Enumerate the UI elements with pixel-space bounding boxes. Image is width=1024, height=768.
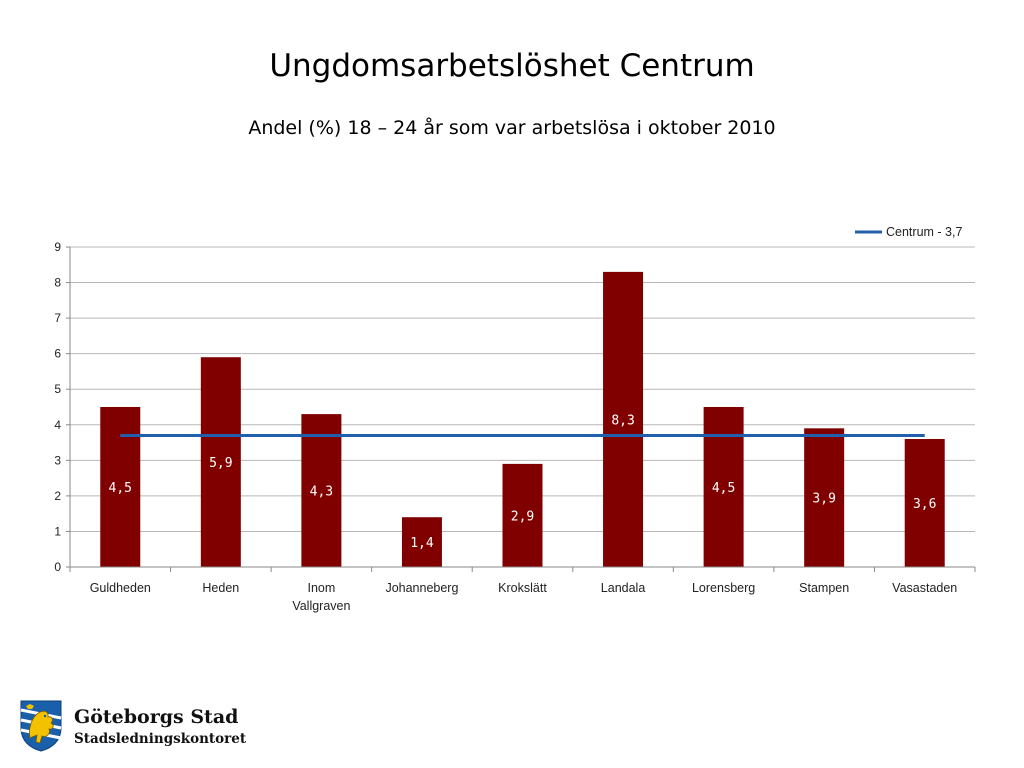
x-tick-label: Heden [202,581,239,595]
x-tick-label: Lorensberg [692,581,755,595]
y-tick-label: 8 [54,276,61,290]
x-tick-label: Inom [307,581,335,595]
x-tick-label: Vasastaden [892,581,957,595]
bar [904,439,945,567]
y-tick-label: 1 [54,524,61,538]
bar [703,407,744,567]
x-tick-label: Vallgraven [292,599,350,613]
data-label: 2,9 [511,509,534,524]
data-label: 1,4 [410,536,434,551]
bar [502,463,543,567]
y-tick-label: 9 [54,240,61,254]
axes: 0 1 2 3 4 5 6 7 8 9 Guldheden Heden Inom Vallgraven Jo… [54,240,976,613]
y-tick-label: 3 [54,453,61,467]
y-tick-label: 7 [54,311,61,325]
data-labels: 4,5 5,9 4,3 1,4 2,9 8,3 4,5 3,9 3,6 [109,413,937,551]
x-tick-label: Krokslätt [498,581,547,595]
legend-label: Centrum - 3,7 [886,225,962,239]
bar [100,407,141,567]
x-tick-label: Johanneberg [385,581,458,595]
legend: Centrum - 3,7 [855,225,962,239]
bar [401,517,442,567]
y-tick-label: 6 [54,347,61,361]
y-tick-label: 2 [54,489,61,503]
slide-title: Ungdomsarbetslöshet Centrum [269,48,755,84]
bar [200,357,241,567]
y-tick-label: 0 [54,560,61,574]
logo-department: Stadsledningskontoret [74,731,247,747]
bar [804,428,845,567]
data-label: 8,3 [611,413,634,428]
data-label: 5,9 [209,456,232,471]
data-label: 4,5 [109,481,132,496]
slide-subtitle: Andel (%) 18 – 24 år som var arbetslösa … [248,117,776,139]
bar [301,414,342,567]
data-label: 3,6 [913,497,936,512]
y-tick-label: 5 [54,382,61,396]
city-crest-icon [20,700,62,752]
data-label: 4,3 [310,485,333,500]
bar [603,271,644,567]
data-label: 4,5 [712,481,735,496]
goteborgs-stad-logo: Göteborgs Stad Stadsledningskontoret [18,698,278,754]
logo-name: Göteborgs Stad [74,706,239,728]
y-tick-label: 4 [54,418,61,432]
data-label: 3,9 [812,492,835,507]
bars [100,271,945,567]
x-tick-label: Stampen [799,581,849,595]
x-tick-label: Guldheden [90,581,151,595]
x-tick-label: Landala [601,581,646,595]
